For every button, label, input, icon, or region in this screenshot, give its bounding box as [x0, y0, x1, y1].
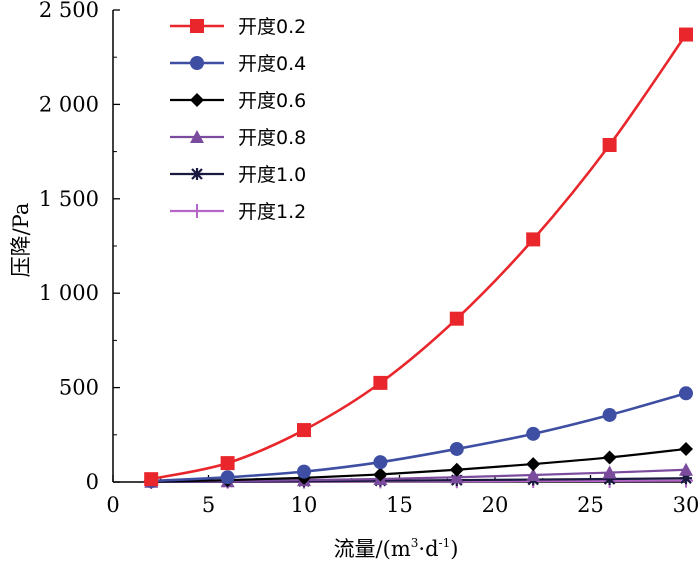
legend-label: 开度0.4 — [238, 53, 306, 75]
series-line — [143, 33, 688, 484]
data-point — [373, 455, 388, 470]
data-point — [526, 468, 541, 482]
axes: 0 5 10 15 20 25 30 0 500 1 000 1 500 2 000 2 500 — [39, 0, 699, 517]
x-tick-label: 15 — [386, 493, 413, 517]
legend-item: 开度1.0 — [170, 164, 306, 186]
data-point — [144, 472, 159, 487]
x-axis-title: 流量/(m3·d-1) — [334, 536, 459, 561]
x-tick-label: 30 — [673, 493, 700, 517]
x-tick-label: 20 — [482, 493, 509, 517]
x-tick-label: 0 — [106, 493, 119, 517]
data-point — [602, 407, 617, 422]
series-2 — [143, 386, 693, 489]
y-tick-label: 500 — [59, 376, 99, 400]
y-axis-title: 压降/Pa — [9, 203, 33, 278]
data-point — [190, 56, 204, 70]
legend-item: 开度0.8 — [170, 127, 306, 149]
y-tick-label: 1 500 — [39, 187, 99, 211]
x-tick-label: 25 — [577, 493, 604, 517]
data-point — [526, 232, 541, 247]
data-point — [449, 441, 464, 456]
data-point — [449, 311, 464, 326]
legend-label: 开度0.6 — [238, 90, 306, 112]
data-point — [602, 137, 617, 152]
legend-item: 开度0.6 — [170, 90, 306, 112]
data-point — [297, 423, 311, 438]
data-point — [602, 465, 617, 479]
data-point — [191, 168, 203, 180]
data-point — [190, 19, 204, 33]
legend-label: 开度1.0 — [238, 164, 306, 186]
data-point — [679, 441, 693, 456]
data-point — [526, 426, 541, 441]
legend-label: 开度0.2 — [238, 16, 306, 38]
x-tick-label: 5 — [202, 493, 215, 517]
legend-item: 开度0.2 — [170, 16, 306, 38]
data-point — [679, 27, 693, 42]
data-point — [602, 450, 617, 465]
legend-label: 开度0.8 — [238, 127, 306, 149]
y-tick-label: 1 000 — [39, 281, 99, 305]
data-point — [220, 456, 235, 471]
data-point — [679, 386, 693, 401]
data-point — [679, 462, 693, 476]
series-1 — [143, 27, 693, 487]
data-point — [373, 375, 388, 390]
legend-item: 开度0.4 — [170, 53, 306, 75]
data-point — [220, 470, 235, 485]
data-point — [190, 204, 204, 218]
data-point — [449, 462, 464, 477]
data-point — [190, 130, 204, 143]
data-point — [373, 467, 388, 482]
data-point — [603, 472, 616, 485]
x-tick-label: 10 — [291, 493, 318, 517]
data-point — [449, 470, 464, 484]
data-point — [526, 457, 541, 472]
y-tick-label: 2 000 — [39, 92, 99, 116]
y-tick-label: 2 500 — [39, 0, 99, 22]
legend-label: 开度1.2 — [238, 201, 306, 223]
series-layer — [143, 27, 693, 489]
data-point — [297, 464, 311, 479]
legend: 开度0.2 开度0.4 开度0.6 开度0.8 开度1.0 开度1.2 — [170, 16, 306, 223]
data-point — [680, 472, 692, 485]
data-point — [190, 93, 204, 107]
legend-item: 开度1.2 — [170, 201, 306, 223]
y-tick-label: 0 — [86, 470, 99, 494]
